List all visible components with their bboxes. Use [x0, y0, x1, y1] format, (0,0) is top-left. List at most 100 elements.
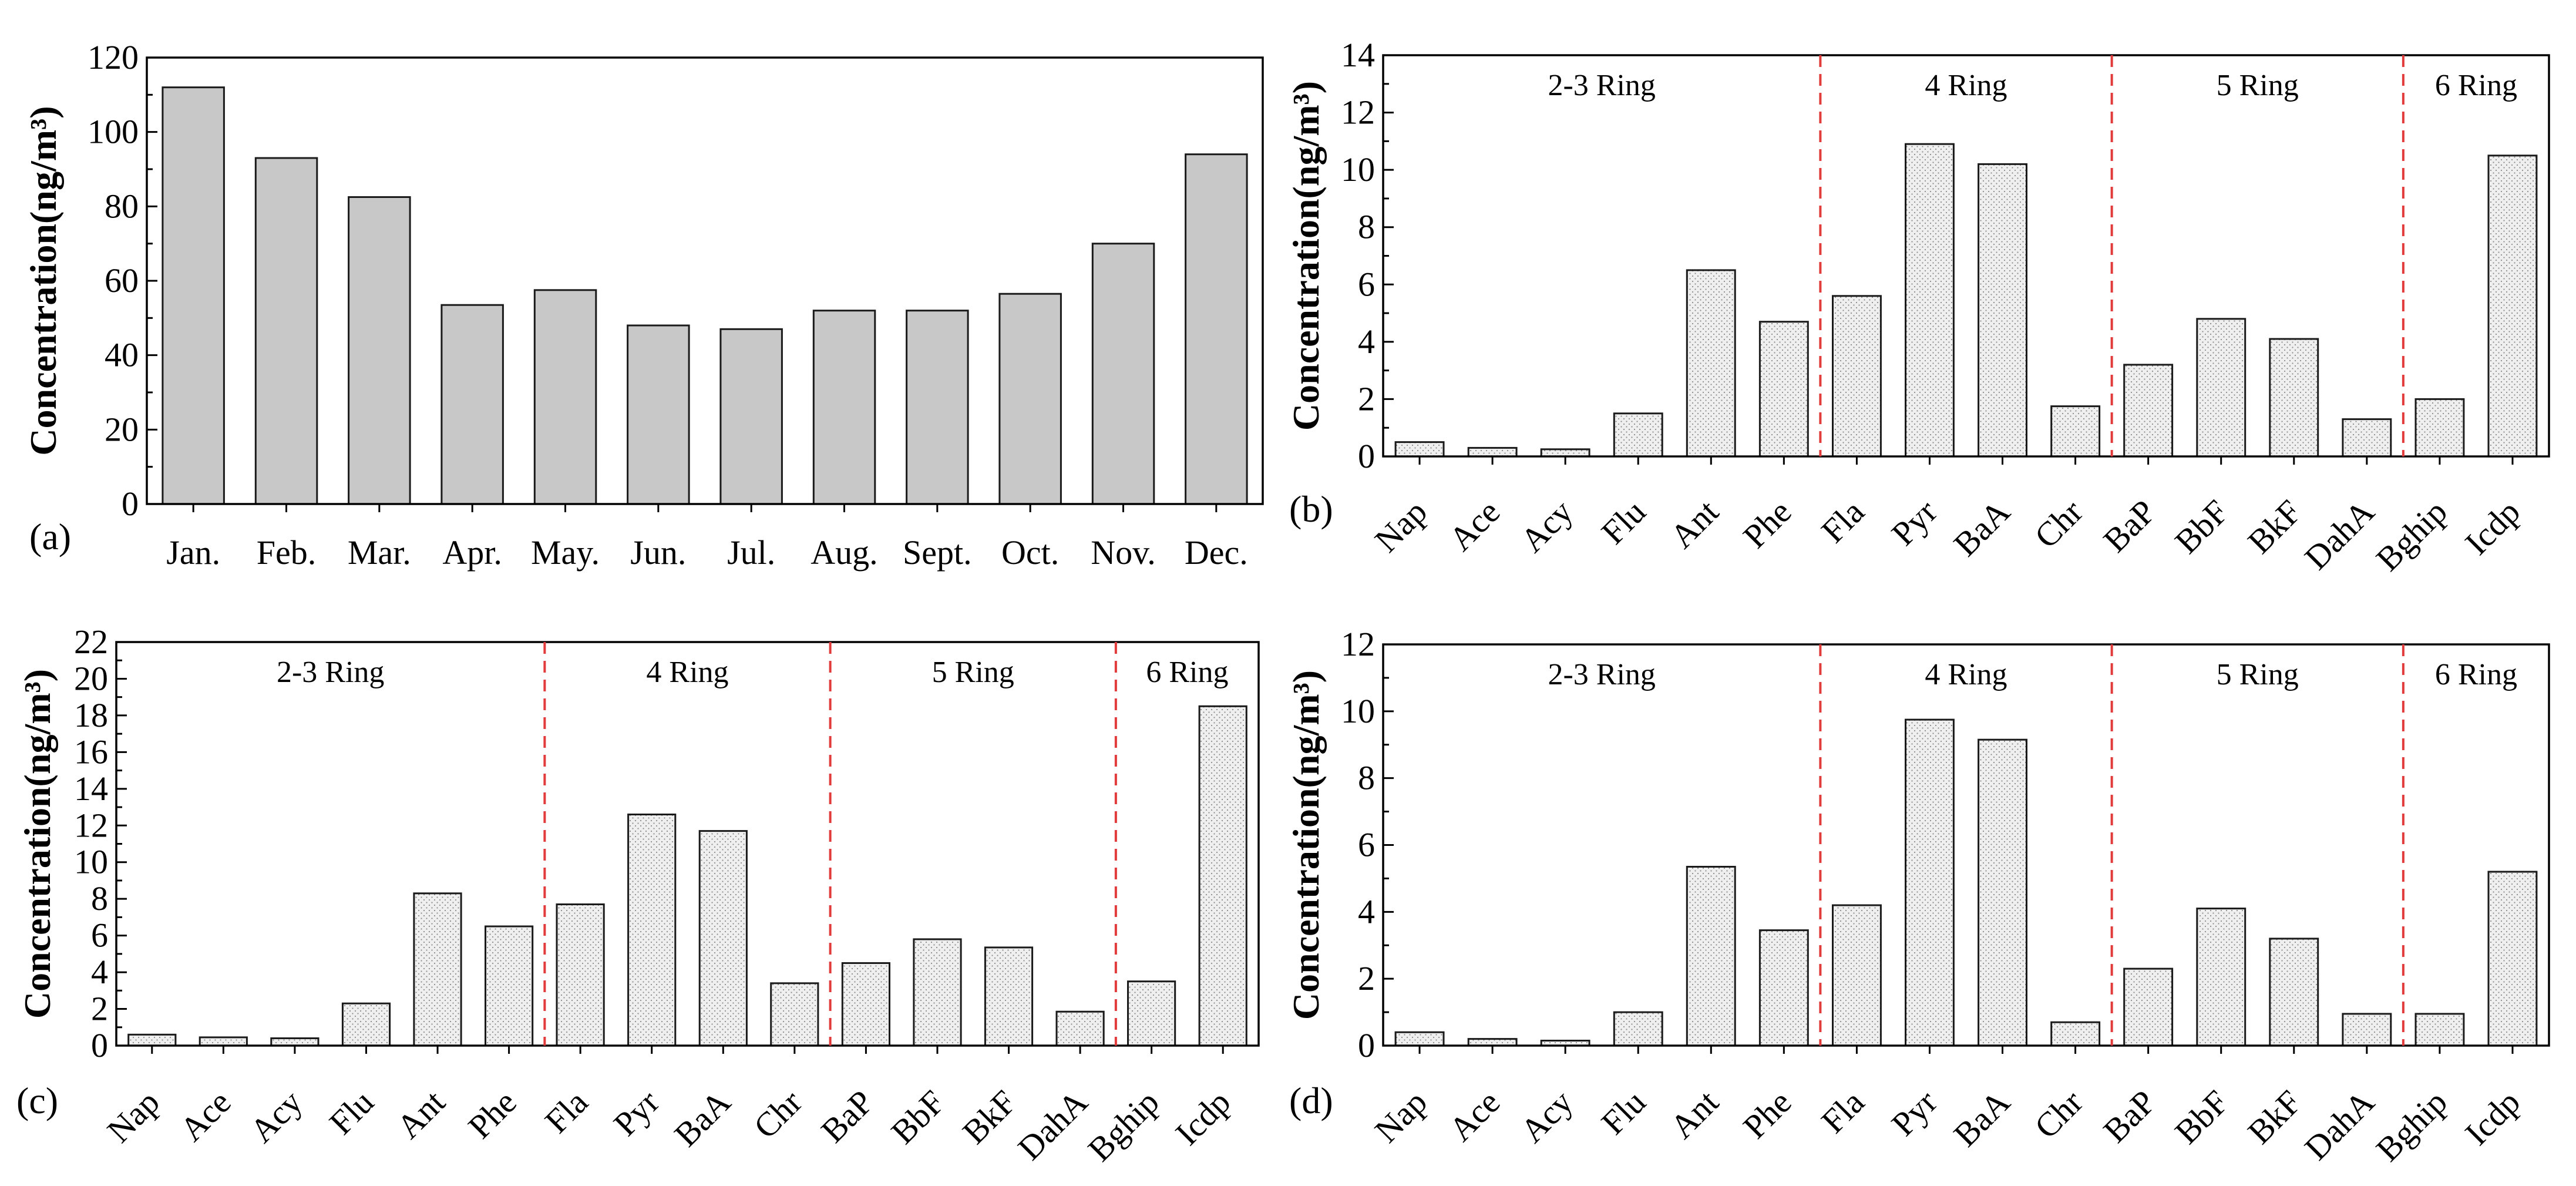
bar-bghip — [2414, 398, 2465, 458]
x-category-label: Nap — [1367, 492, 1434, 559]
ring-group-label: 6 Ring — [2435, 658, 2517, 691]
y-tick-label: 8 — [1358, 208, 1375, 246]
bar-jun — [627, 324, 690, 505]
x-category-label: Sept. — [903, 533, 972, 572]
bar-chr — [2050, 405, 2101, 458]
y-tick-label: 0 — [1358, 437, 1375, 475]
bar-bap — [2123, 364, 2174, 458]
y-tick-label: 6 — [91, 916, 108, 955]
y-tick-label: 14 — [74, 770, 108, 808]
panel-letter: (d) — [1289, 1080, 1333, 1121]
bar-bbf — [913, 938, 962, 1047]
bar-icdp — [2487, 154, 2538, 458]
x-category-label: Nap — [1367, 1083, 1434, 1150]
bar-bbf — [2196, 318, 2247, 458]
x-category-label: Flu — [322, 1083, 381, 1142]
x-category-label: Aug. — [811, 533, 877, 572]
x-category-label: Bghip — [2369, 1083, 2454, 1168]
x-category-label: BaP — [2096, 1083, 2163, 1150]
y-tick-label: 16 — [74, 733, 108, 771]
bar-oct — [998, 293, 1062, 505]
x-category-label: BbF — [884, 1083, 953, 1151]
x-category-label: Fla — [537, 1083, 595, 1140]
x-category-label: Ant — [1663, 1083, 1726, 1145]
x-category-label: Acy — [243, 1083, 310, 1150]
x-category-label: Jun. — [630, 533, 686, 572]
x-category-label: Ant — [389, 1083, 452, 1145]
bar-may — [533, 289, 597, 505]
x-category-label: Oct. — [1001, 533, 1059, 572]
x-category-label: Acy — [1513, 1083, 1580, 1150]
ring-group-label: 2-3 Ring — [1548, 658, 1655, 691]
y-tick-label: 12 — [1341, 625, 1375, 663]
y-tick-label: 2 — [1358, 959, 1375, 997]
bar-pyr — [1905, 143, 1955, 458]
ring-group-label: 2-3 Ring — [1548, 69, 1655, 102]
bar-flu — [341, 1002, 391, 1047]
y-tick-label: 2 — [1358, 379, 1375, 418]
bar-daha — [1055, 1010, 1105, 1047]
bar-jan — [162, 86, 225, 505]
ring-group-label: 4 Ring — [646, 656, 728, 689]
bar-ant — [1686, 269, 1736, 458]
y-tick-label: 0 — [91, 1026, 108, 1064]
bar-feb — [254, 157, 318, 505]
bar-ant — [1686, 866, 1736, 1047]
y-tick-label: 10 — [1341, 150, 1375, 189]
chart-panel-a: 0 20 40 60 80 100 120 Jan. Feb. Mar. Apr. May. Jun. J… — [22, 38, 1264, 572]
y-tick-label: 4 — [91, 953, 108, 991]
y-axis-title: Concentration(ng/m³) — [22, 106, 64, 455]
y-tick-label: 10 — [74, 843, 108, 881]
bar-phe — [485, 925, 534, 1047]
y-tick-label: 18 — [74, 696, 108, 734]
bar-ace — [199, 1036, 248, 1047]
bar-baa — [1978, 163, 2028, 458]
bar-nap — [1394, 1031, 1445, 1047]
bar-mar — [348, 196, 411, 505]
y-axis-title: Concentration(ng/m³) — [1285, 670, 1327, 1020]
y-tick-label: 0 — [122, 485, 139, 523]
x-category-label: May. — [531, 533, 600, 572]
bar-bap — [2123, 967, 2174, 1047]
bar-dec — [1185, 153, 1248, 505]
bar-fla — [1832, 904, 1882, 1047]
ring-group-label: 5 Ring — [932, 656, 1014, 689]
y-tick-label: 20 — [105, 410, 139, 448]
bar-fla — [556, 903, 605, 1047]
y-tick-label: 6 — [1358, 265, 1375, 303]
bar-icdp — [2487, 871, 2538, 1047]
bar-fla — [1832, 295, 1882, 458]
bar-baa — [1978, 738, 2028, 1047]
y-tick-label: 22 — [74, 623, 108, 661]
y-tick-label: 8 — [1358, 759, 1375, 797]
bar-acy — [1540, 448, 1590, 458]
chart-panel-b: 0 2 4 6 8 10 12 14 Nap Ace Acy Flu Ant Phe Fla Pyr BaA Ch… — [1285, 36, 2550, 578]
ring-group-label: 4 Ring — [1925, 69, 2007, 102]
x-category-label: BaA — [1946, 1083, 2017, 1154]
x-category-label: Pyr — [1884, 1083, 1945, 1143]
bar-chr — [770, 982, 819, 1047]
x-category-label: Bghip — [2369, 492, 2454, 578]
x-category-label: Chr — [2027, 1083, 2090, 1145]
bar-daha — [2342, 418, 2392, 458]
x-category-label: Dec. — [1185, 533, 1248, 572]
x-category-label: Flu — [1594, 492, 1653, 552]
x-category-label: Ace — [1441, 492, 1507, 558]
y-tick-label: 12 — [1341, 93, 1375, 132]
bar-apr — [440, 304, 504, 505]
x-category-label: BbF — [2167, 492, 2236, 561]
y-tick-label: 20 — [74, 659, 108, 697]
x-category-label: BaA — [667, 1083, 738, 1154]
x-category-label: Pyr — [606, 1083, 667, 1143]
y-tick-label: 6 — [1358, 826, 1375, 864]
ring-group-label: 6 Ring — [1146, 656, 1228, 689]
bar-acy — [270, 1037, 320, 1047]
bar-sept — [906, 310, 969, 505]
x-category-label: Jan. — [166, 533, 220, 572]
x-category-label: BbF — [2167, 1083, 2236, 1151]
plot-frame — [1382, 54, 2550, 458]
bar-ace — [1467, 446, 1518, 458]
ring-group-label: 2-3 Ring — [277, 656, 384, 689]
bar-nov — [1091, 243, 1155, 505]
